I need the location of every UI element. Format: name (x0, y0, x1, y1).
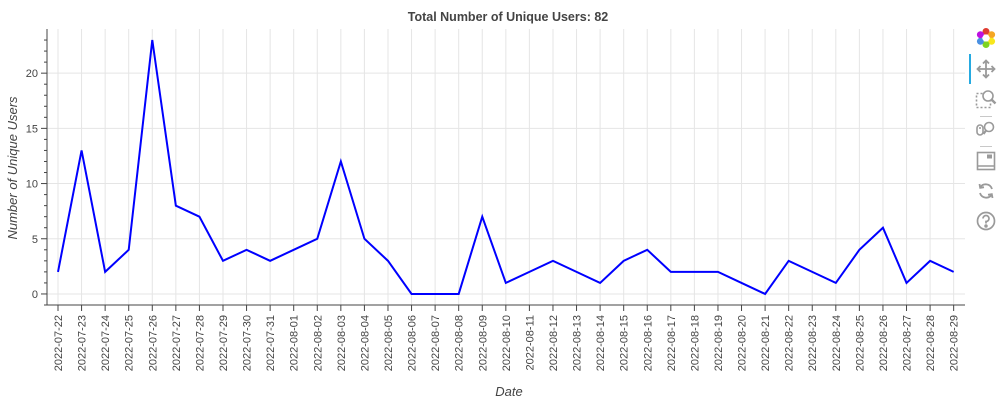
chart-title: Total Number of Unique Users: 82 (408, 10, 609, 24)
x-tick-label: 2022-08-24 (831, 315, 843, 371)
x-tick-label: 2022-08-28 (925, 315, 937, 371)
x-tick-label: 2022-08-04 (359, 315, 371, 371)
x-tick-label: 2022-08-19 (713, 315, 725, 371)
x-tick-label: 2022-08-26 (878, 315, 890, 371)
x-tick-label: 2022-08-12 (548, 315, 560, 371)
x-tick-label: 2022-08-16 (642, 315, 654, 371)
x-tick-label: 2022-08-05 (383, 315, 395, 371)
x-tick-label: 2022-08-29 (949, 315, 961, 371)
active-tool-indicator (969, 54, 971, 84)
series-line (57, 39, 955, 296)
y-tick-label: 0 (32, 289, 38, 301)
y-tick-label: 15 (26, 123, 38, 135)
axes (41, 29, 965, 311)
x-tick-label: 2022-08-14 (595, 315, 607, 371)
x-axis-label: Date (495, 384, 522, 399)
x-tick-label: 2022-08-18 (689, 315, 701, 371)
x-tick-label: 2022-07-22 (53, 315, 65, 371)
x-tick-label: 2022-08-21 (760, 315, 772, 371)
x-tick-label: 2022-08-23 (807, 315, 819, 371)
toolbar-separator (980, 116, 992, 117)
box-zoom-tool-icon[interactable] (974, 87, 998, 111)
line-chart: Total Number of Unique Users: 82 0 5 10 15 2… (5, 10, 965, 399)
help-tool-icon[interactable] (974, 209, 998, 233)
y-tick-label: 20 (26, 68, 38, 80)
toolbar-separator (980, 146, 992, 147)
x-tick-label: 2022-08-03 (336, 315, 348, 371)
y-axis-label: Number of Unique Users (5, 96, 20, 240)
x-tick-label: 2022-07-24 (100, 315, 112, 371)
x-tick-label: 2022-08-13 (572, 315, 584, 371)
x-tick-label: 2022-08-08 (454, 315, 466, 371)
y-tick-label: 5 (32, 234, 38, 246)
x-tick-label: 2022-08-02 (312, 315, 324, 371)
tick-labels: 0 5 10 15 20 2022-07-22 2022-07-23 2022-07-24 20… (26, 68, 961, 371)
save-tool-icon[interactable] (974, 149, 998, 173)
x-tick-label: 2022-07-30 (242, 315, 254, 371)
x-tick-label: 2022-08-25 (854, 315, 866, 371)
series-layer (57, 39, 955, 296)
wheel-zoom-tool-icon[interactable] (974, 118, 998, 142)
x-tick-label: 2022-08-15 (619, 315, 631, 371)
x-tick-label: 2022-08-11 (524, 315, 536, 370)
x-tick-label: 2022-08-07 (430, 315, 442, 371)
x-tick-label: 2022-08-27 (902, 315, 914, 371)
x-tick-label: 2022-08-20 (737, 315, 749, 371)
chart-svg: Total Number of Unique Users: 82 0 5 10 15 2… (5, 10, 965, 399)
bokeh-logo-icon[interactable] (974, 26, 998, 50)
x-tick-label: 2022-08-22 (784, 315, 796, 371)
x-tick-label: 2022-08-06 (407, 315, 419, 371)
x-tick-label: 2022-08-09 (477, 315, 489, 371)
reset-tool-icon[interactable] (974, 179, 998, 203)
x-tick-label: 2022-08-10 (501, 315, 513, 371)
x-tick-label: 2022-07-26 (147, 315, 159, 371)
x-tick-label: 2022-07-29 (218, 315, 230, 371)
x-tick-label: 2022-08-17 (666, 315, 678, 371)
chart-toolbar (968, 24, 1000, 244)
pan-tool-icon[interactable] (974, 57, 998, 81)
grid-lines (47, 29, 965, 305)
x-tick-label: 2022-07-31 (265, 315, 277, 371)
x-tick-label: 2022-07-27 (171, 315, 183, 371)
y-tick-label: 10 (26, 179, 38, 191)
x-tick-label: 2022-08-01 (289, 315, 301, 371)
x-tick-label: 2022-07-25 (124, 315, 136, 371)
x-tick-label: 2022-07-28 (194, 315, 206, 371)
x-tick-label: 2022-07-23 (77, 315, 89, 371)
